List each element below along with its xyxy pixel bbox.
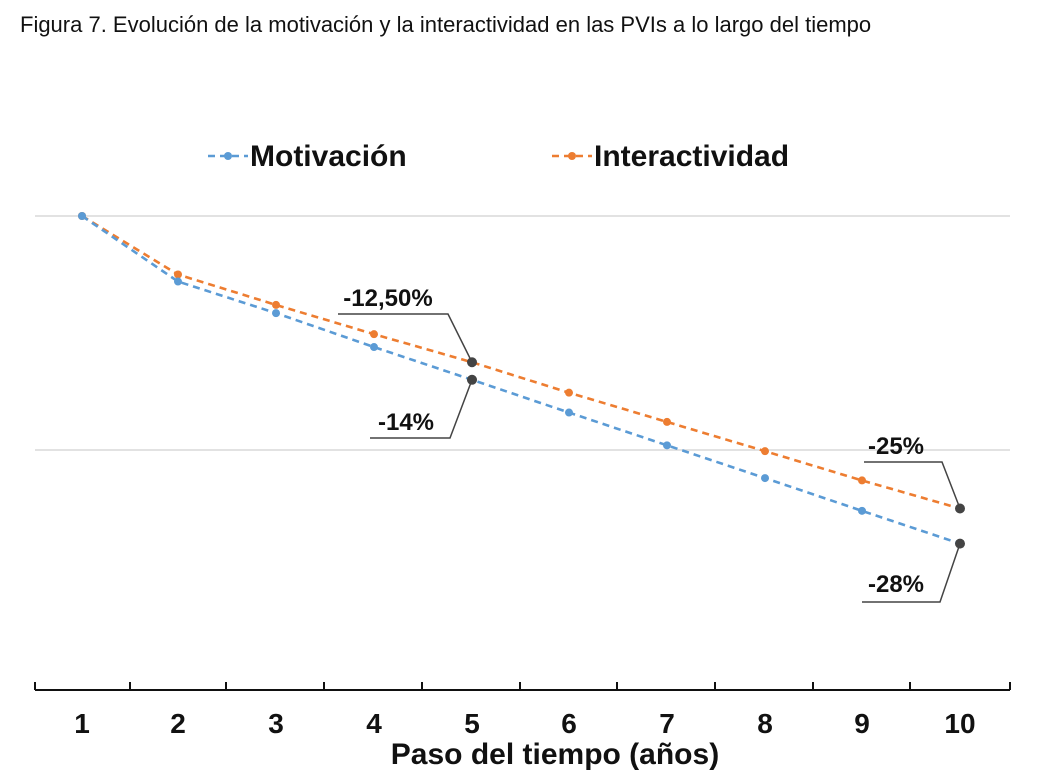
x-tick-label: 1 xyxy=(74,708,90,739)
x-tick-label: 7 xyxy=(659,708,675,739)
data-point xyxy=(370,343,378,352)
annotation-marker xyxy=(467,374,477,385)
data-point xyxy=(174,277,182,286)
series-line xyxy=(81,214,961,510)
annotations: -12,50% -14% -25% -28% xyxy=(338,285,965,603)
figure-caption: Figura 7. Evolución de la motivación y l… xyxy=(20,12,872,37)
x-tick-label: 2 xyxy=(170,708,186,739)
series-motivación xyxy=(78,212,964,548)
annotation-marker xyxy=(467,357,477,368)
annotation-label: -25% xyxy=(868,433,924,460)
x-tick-label: 6 xyxy=(561,708,577,739)
series-interactividad xyxy=(78,212,964,513)
x-axis: 1 2 3 4 5 6 7 8 9 10 xyxy=(34,682,1011,739)
annotation-leader xyxy=(862,543,961,603)
x-tick-label: 9 xyxy=(854,708,870,739)
gridlines xyxy=(35,215,1010,451)
annotation-leader xyxy=(338,313,473,363)
data-point xyxy=(858,476,866,485)
legend-item: Interactividad xyxy=(552,140,789,173)
annotation: -28% xyxy=(862,538,965,603)
x-tick-label: 4 xyxy=(366,708,382,739)
data-point xyxy=(761,474,769,483)
legend: Motivación Interactividad xyxy=(208,140,789,173)
data-point xyxy=(565,408,573,417)
legend-label: Motivación xyxy=(250,140,407,173)
annotation-label: -12,50% xyxy=(343,285,432,312)
x-tick-label: 3 xyxy=(268,708,284,739)
data-point xyxy=(565,388,573,397)
data-point xyxy=(858,506,866,515)
data-point xyxy=(78,212,86,220)
legend-marker xyxy=(568,152,576,160)
annotation-label: -28% xyxy=(868,571,924,598)
data-point xyxy=(272,300,280,309)
data-point xyxy=(761,447,769,456)
series-layer xyxy=(78,212,964,548)
annotation-leader xyxy=(370,379,473,439)
data-point xyxy=(663,417,671,426)
data-point xyxy=(272,309,280,318)
x-tick-label: 5 xyxy=(464,708,480,739)
annotation-marker xyxy=(955,538,965,549)
data-point xyxy=(370,330,378,339)
legend-label: Interactividad xyxy=(594,140,789,173)
series-line xyxy=(81,214,961,545)
legend-item: Motivación xyxy=(208,140,407,173)
annotation-leader xyxy=(864,461,961,509)
annotation-marker xyxy=(955,503,965,514)
x-axis-label: Paso del tiempo (años) xyxy=(391,738,719,771)
data-point xyxy=(174,270,182,279)
legend-marker xyxy=(224,152,232,160)
x-tick-label: 10 xyxy=(944,708,975,739)
annotation: -25% xyxy=(864,433,965,514)
annotation: -12,50% xyxy=(338,285,477,368)
data-point xyxy=(663,441,671,450)
annotation: -14% xyxy=(370,374,477,439)
x-tick-label: 8 xyxy=(757,708,773,739)
annotation-label: -14% xyxy=(378,409,434,436)
